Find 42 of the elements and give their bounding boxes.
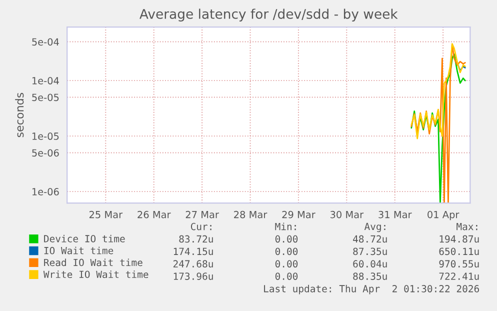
y-tick-label: 1e-06 [32, 188, 59, 196]
text: 173.96u [174, 272, 213, 280]
text: 83.72u [179, 235, 213, 243]
legend-label: Device IO time [44, 234, 125, 242]
x-tick-label: 27 Mar [186, 210, 219, 218]
y-tick-label: 1e-04 [32, 77, 59, 84]
x-tick-label: 25 Mar [89, 210, 123, 218]
text: 247.68u [173, 260, 213, 268]
x-tick-label: 30 Mar [330, 210, 364, 218]
y-tick-label: 1e-05 [32, 132, 59, 140]
legend-label: Read IO Wait time [44, 258, 142, 266]
x-tick-label: 26 Mar [138, 210, 171, 218]
text: 48.72u [353, 235, 387, 243]
text: 0.00 [275, 248, 298, 256]
text: Last update: Thu Apr 2 01:30:22 2026 [264, 284, 479, 294]
x-tick-label: 29 Mar [282, 210, 316, 218]
y-tick-label: 5e-05 [32, 94, 59, 102]
x-tick-label: 01 Apr [428, 210, 460, 220]
text: 194.87u [440, 235, 479, 243]
legend-label: IO Wait time [44, 246, 114, 254]
text: 87.35u [353, 248, 387, 256]
line-series [410, 43, 466, 140]
text: 650.11u [439, 248, 479, 256]
y-axis-title: seconds [15, 92, 24, 138]
text: Avg: [364, 222, 386, 232]
legend-label: Write IO Wait time [43, 270, 148, 278]
text: 970.55u [439, 260, 479, 268]
chart-title: Average latency for /dev/sdd - by week [140, 8, 398, 22]
x-tick-label: 31 Mar [378, 210, 412, 218]
text: Max: [456, 222, 478, 230]
text: 722.41u [439, 272, 479, 280]
text: 60.04u [353, 260, 387, 268]
text: 174.15u [174, 248, 213, 256]
x-tick-label: 28 Mar [234, 210, 268, 218]
y-tick-label: 5e-04 [32, 38, 59, 46]
text: 88.35u [353, 272, 387, 280]
text: Cur: [190, 222, 212, 230]
text: Min: [275, 222, 296, 230]
text: 0.00 [275, 272, 298, 280]
text: 0.00 [275, 235, 298, 243]
text: 0.00 [275, 260, 298, 268]
y-tick-label: 5e-06 [32, 149, 59, 157]
